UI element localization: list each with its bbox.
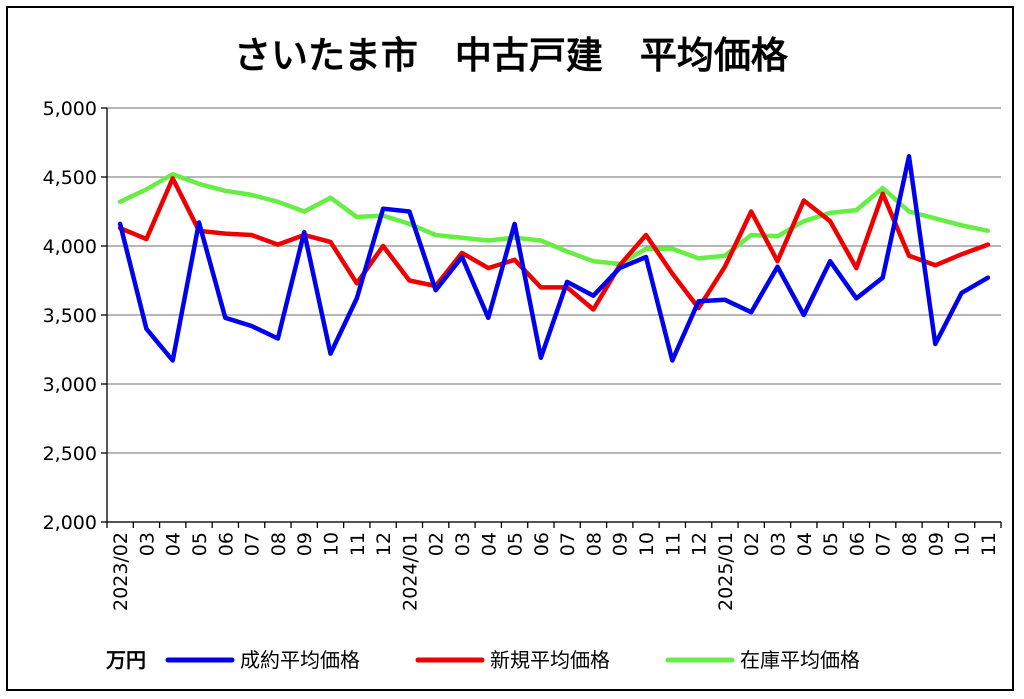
x-tick-label-1: 03: [136, 532, 158, 556]
x-tick-label-22: 12: [689, 532, 711, 556]
x-tick-label-31: 09: [925, 532, 947, 556]
series-line-0: [117, 154, 991, 363]
legend-label-0: 成約平均価格: [240, 648, 360, 672]
series-lines: [117, 154, 991, 363]
x-tick-label-6: 08: [268, 532, 290, 556]
legend: 万円 成約平均価格 新規平均価格 在庫平均価格: [105, 648, 860, 672]
x-tick-label-13: 03: [452, 532, 474, 556]
x-tick-label-29: 07: [873, 532, 895, 556]
y-tick-label-0: 2,000: [43, 512, 97, 534]
x-tick-label-10: 12: [373, 532, 395, 556]
x-tick-label-8: 10: [321, 532, 343, 556]
x-tick-label-26: 04: [794, 532, 816, 556]
legend-label-2: 在庫平均価格: [740, 648, 860, 672]
x-tick-label-15: 05: [505, 532, 527, 556]
x-tick-label-21: 11: [662, 532, 684, 556]
x-tick-label-7: 09: [294, 532, 316, 556]
x-tick-label-33: 11: [978, 532, 1000, 556]
y-tick-label-1: 2,500: [43, 443, 97, 465]
x-axis: 2023/02 03 04 05 06 07 08 09 10 11 12 2024/01 02 03 04…: [106, 521, 1002, 611]
x-tick-label-24: 02: [741, 532, 763, 556]
x-tick-label-30: 08: [899, 532, 921, 556]
x-tick-label-18: 08: [583, 532, 605, 556]
y-tick-label-6: 5,000: [43, 98, 97, 120]
x-tick-label-20: 10: [636, 532, 658, 556]
x-tick-label-19: 09: [610, 532, 632, 556]
line-chart: さいたま市 中古戸建 平均価格 2,000 2,500 3,000 3,500 4,00…: [43, 34, 1002, 672]
legend-label-1: 新規平均価格: [490, 648, 610, 672]
y-tick-label-2: 3,000: [43, 374, 97, 396]
chart-title: さいたま市 中古戸建 平均価格: [234, 34, 789, 77]
y-tick-label-5: 4,500: [43, 167, 97, 189]
x-tick-label-17: 07: [557, 532, 579, 556]
y-axis: 2,000 2,500 3,000 3,500 4,000 4,500 5,000: [43, 98, 108, 534]
x-tick-label-16: 06: [531, 532, 553, 556]
x-tick-label-11: 2024/01: [399, 532, 421, 611]
y-tick-label-3: 3,500: [43, 305, 97, 327]
x-tick-label-23: 2025/01: [715, 532, 737, 611]
x-tick-label-27: 05: [820, 532, 842, 556]
x-tick-label-0: 2023/02: [110, 532, 132, 611]
series-line-1: [117, 176, 991, 312]
x-tick-label-9: 11: [347, 532, 369, 556]
x-tick-label-32: 10: [952, 532, 974, 556]
x-tick-label-2: 04: [163, 532, 185, 556]
y-tick-label-4: 4,000: [43, 236, 97, 258]
series-line-2: [117, 171, 991, 267]
chart-frame: さいたま市 中古戸建 平均価格 2,000 2,500 3,000 3,500 4,00…: [6, 6, 1014, 691]
unit-label: 万円: [105, 648, 146, 672]
x-tick-label-25: 03: [768, 532, 790, 556]
x-tick-label-4: 06: [215, 532, 237, 556]
x-tick-label-28: 06: [846, 532, 868, 556]
x-tick-label-14: 04: [478, 532, 500, 556]
x-tick-label-3: 05: [189, 532, 211, 556]
x-tick-label-12: 02: [426, 532, 448, 556]
x-tick-label-5: 07: [242, 532, 264, 556]
